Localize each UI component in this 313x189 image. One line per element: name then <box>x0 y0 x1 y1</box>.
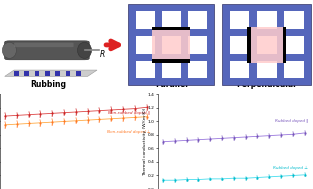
FancyBboxPatch shape <box>5 41 89 60</box>
Bar <box>230 36 249 54</box>
Bar <box>257 36 277 54</box>
Y-axis label: Thermal conductivity (W/(m·K)): Thermal conductivity (W/(m·K)) <box>143 108 146 176</box>
Bar <box>162 11 181 29</box>
Text: Non-rubbed doped ∥: Non-rubbed doped ∥ <box>108 111 150 115</box>
Polygon shape <box>24 70 29 76</box>
Bar <box>230 11 249 29</box>
Bar <box>222 5 311 85</box>
Text: Parallel: Parallel <box>155 80 188 89</box>
Polygon shape <box>14 70 19 76</box>
Bar <box>257 61 277 78</box>
FancyBboxPatch shape <box>14 43 74 47</box>
Text: Perpendicular: Perpendicular <box>236 80 297 89</box>
Bar <box>152 27 190 63</box>
Polygon shape <box>45 70 50 76</box>
Polygon shape <box>55 70 60 76</box>
Polygon shape <box>66 70 70 76</box>
Text: Rubbed doped ⊥: Rubbed doped ⊥ <box>274 166 308 170</box>
Polygon shape <box>76 70 81 76</box>
Bar <box>162 61 181 78</box>
Bar <box>283 27 286 63</box>
Bar <box>136 61 155 78</box>
Ellipse shape <box>78 42 92 58</box>
Bar <box>152 60 190 63</box>
Bar <box>284 61 304 78</box>
Bar <box>284 11 304 29</box>
Bar <box>247 27 286 63</box>
Bar <box>128 5 214 85</box>
Bar <box>257 11 277 29</box>
Text: Non-rubbed doped ⊥: Non-rubbed doped ⊥ <box>107 130 150 134</box>
Bar <box>188 61 207 78</box>
Bar <box>188 36 207 54</box>
Bar <box>188 11 207 29</box>
Polygon shape <box>5 70 97 76</box>
Ellipse shape <box>3 42 16 58</box>
Text: Rubbing: Rubbing <box>30 80 67 89</box>
Bar <box>284 36 304 54</box>
Bar <box>162 36 181 54</box>
Text: R: R <box>100 50 105 59</box>
Bar <box>136 11 155 29</box>
Bar <box>247 27 251 63</box>
Bar <box>230 61 249 78</box>
Bar <box>152 27 190 30</box>
Polygon shape <box>35 70 39 76</box>
Text: Rubbed doped ∥: Rubbed doped ∥ <box>275 119 308 123</box>
Bar <box>136 36 155 54</box>
